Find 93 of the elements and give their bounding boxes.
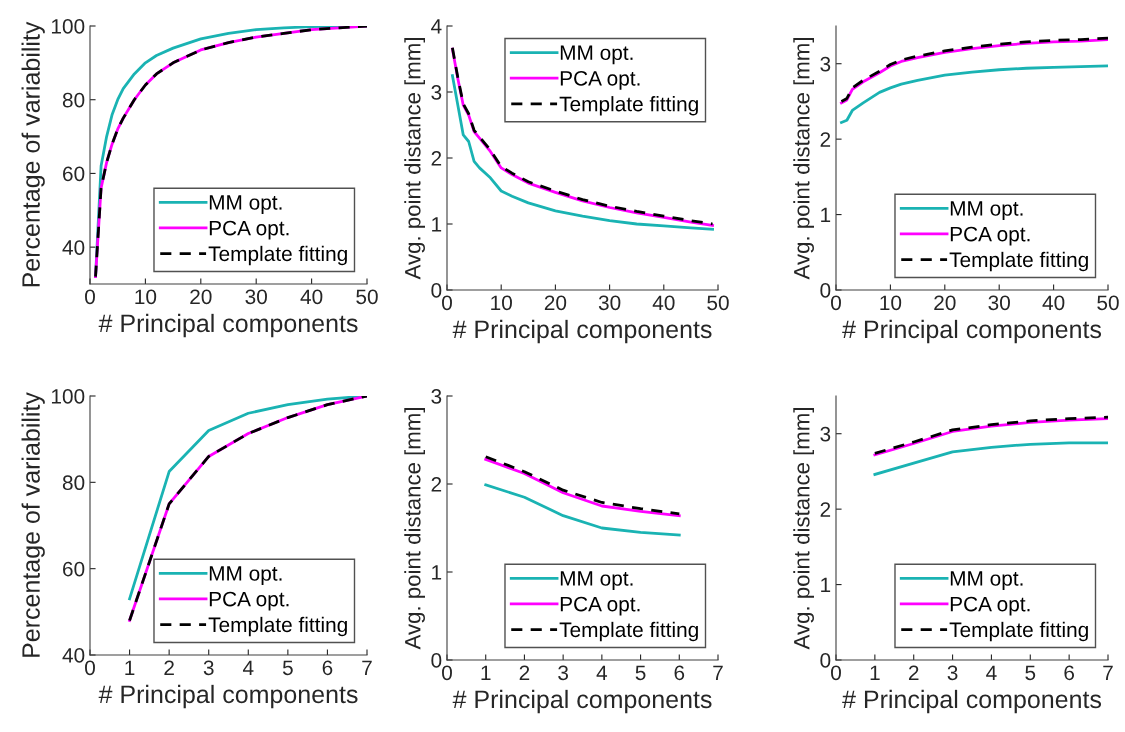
x-tick-label: 0 (831, 295, 841, 311)
x-axis-title: # Principal components (842, 319, 1102, 344)
x-tick-label: 2 (519, 665, 530, 680)
x-tick-label: 3 (947, 665, 958, 681)
legend-label: MM opt. (560, 45, 633, 65)
x-tick-label: 40 (652, 295, 675, 311)
legend-label: MM opt. (950, 201, 1023, 220)
x-tick-label: 0 (831, 665, 841, 681)
x-tick-label: 0 (442, 295, 452, 311)
x-tick-label: 7 (713, 665, 723, 680)
y-tick-label: 3 (431, 389, 442, 404)
x-tick-label: 6 (674, 665, 685, 681)
legend-label: MM opt. (560, 571, 633, 590)
x-tick-label: 5 (635, 665, 646, 681)
y-tick-label: 2 (820, 132, 831, 147)
x-tick-label: 3 (203, 660, 214, 676)
legend-label: Template fitting (949, 621, 1088, 642)
x-tick-label: 20 (544, 295, 567, 311)
y-tick-label: 80 (62, 92, 85, 108)
y-tick-label: 40 (62, 240, 85, 255)
x-tick-label: 1 (870, 665, 880, 680)
x-tick-label: 5 (1025, 665, 1036, 681)
x-tick-label: 0 (85, 660, 95, 676)
x-axis-title: # Principal components (98, 313, 358, 338)
legend-label: MM opt. (209, 566, 282, 585)
y-axis-title: Percentage of variability (21, 21, 45, 287)
legend-label: PCA opt. (209, 220, 289, 240)
x-tick-label: 7 (1103, 665, 1113, 680)
y-tick-label: 2 (431, 477, 442, 492)
x-tick-label: 10 (491, 295, 512, 311)
x-tick-label: 6 (322, 660, 333, 676)
x-tick-label: 20 (934, 295, 956, 311)
x-tick-label: 2 (908, 665, 919, 680)
y-tick-label: 3 (431, 85, 442, 100)
x-tick-label: 20 (190, 289, 212, 305)
y-axis-title: Avg. point distance [mm] (793, 408, 814, 650)
legend-label: PCA opt. (950, 596, 1030, 616)
y-tick-label: 80 (62, 475, 85, 491)
x-axis-title: # Principal components (842, 689, 1102, 714)
y-tick-label: 100 (51, 389, 85, 404)
y-tick-label: 1 (432, 217, 442, 232)
x-tick-label: 40 (300, 289, 323, 305)
x-tick-label: 40 (1042, 295, 1065, 311)
y-axis-title: Avg. point distance [mm] (404, 408, 425, 650)
x-tick-label: 0 (85, 289, 95, 305)
legend-label: Template fitting (949, 251, 1088, 272)
legend-label: PCA opt. (560, 596, 640, 616)
y-tick-label: 2 (431, 151, 442, 166)
legend-label: Template fitting (559, 621, 698, 642)
x-axis-title: # Principal components (452, 689, 712, 714)
x-axis-title: # Principal components (452, 319, 712, 344)
y-tick-label: 40 (62, 648, 85, 663)
x-tick-label: 3 (558, 665, 569, 681)
x-axis-title: # Principal components (98, 684, 358, 709)
x-tick-label: 30 (598, 295, 621, 311)
legend-label: PCA opt. (950, 226, 1030, 246)
y-tick-label: 1 (821, 577, 831, 593)
legend-label: MM opt. (209, 195, 282, 214)
x-tick-label: 5 (282, 660, 293, 676)
x-tick-label: 10 (135, 289, 157, 305)
y-tick-label: 4 (431, 19, 442, 34)
x-tick-label: 1 (481, 665, 491, 680)
y-tick-label: 3 (820, 56, 831, 72)
y-axis-title: Avg. point distance [mm] (404, 38, 425, 280)
legend-label: Template fitting (559, 96, 698, 116)
x-tick-label: 30 (988, 295, 1010, 311)
x-tick-label: 4 (986, 665, 997, 680)
x-tick-label: 50 (356, 289, 378, 305)
legend-label: Template fitting (208, 245, 347, 266)
y-tick-label: 100 (51, 19, 85, 34)
y-tick-label: 1 (432, 565, 442, 580)
y-tick-label: 1 (821, 207, 831, 223)
legend-label: MM opt. (950, 571, 1023, 590)
x-tick-label: 50 (1097, 295, 1119, 311)
legend-label: Template fitting (208, 616, 347, 637)
y-tick-label: 3 (820, 426, 831, 442)
x-tick-label: 6 (1064, 665, 1075, 681)
legend-label: PCA opt. (209, 591, 289, 611)
x-tick-label: 50 (707, 295, 729, 311)
x-tick-label: 7 (362, 660, 372, 675)
y-axis-title: Percentage of variability (21, 392, 45, 657)
x-tick-label: 4 (596, 665, 608, 680)
x-tick-label: 2 (164, 660, 174, 675)
legend-label: PCA opt. (560, 70, 640, 90)
x-tick-label: 1 (125, 660, 135, 675)
x-tick-label: 10 (880, 295, 902, 311)
y-tick-label: 60 (63, 166, 85, 182)
y-axis-title: Avg. point distance [mm] (793, 38, 814, 280)
y-tick-label: 2 (820, 502, 831, 517)
x-tick-label: 30 (245, 289, 267, 305)
x-tick-label: 0 (442, 665, 452, 681)
x-tick-label: 4 (242, 660, 254, 675)
y-tick-label: 60 (63, 561, 85, 577)
